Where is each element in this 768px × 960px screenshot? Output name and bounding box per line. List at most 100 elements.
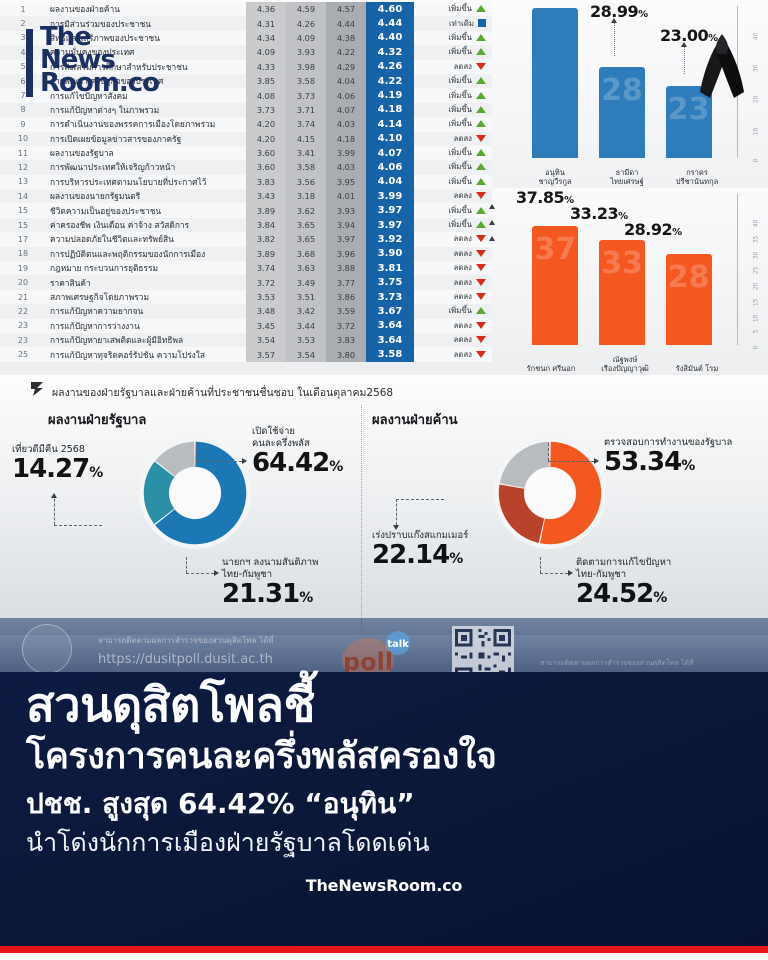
cell-current-value: 3.97 xyxy=(366,203,414,218)
cell-trend: ลดลง xyxy=(414,347,492,361)
poll-talk-logo-icon: talk poll xyxy=(342,631,410,682)
trend-up-icon xyxy=(476,307,486,315)
value-leader-line xyxy=(684,44,685,74)
cell-trend: เพิ่มขึ้น xyxy=(414,203,492,217)
category-label-line: ไทยเศรษฐ์ xyxy=(610,177,644,186)
opp-y-axis xyxy=(737,194,738,345)
value-arrow-icon xyxy=(681,42,687,47)
cell-value-2: 3.63 xyxy=(286,261,326,276)
trend-label: ลดลง xyxy=(453,292,472,301)
bar-ghost-number: 33 xyxy=(601,246,643,282)
cell-value-3: 4.03 xyxy=(326,117,366,132)
cell-value-3: 3.97 xyxy=(326,232,366,247)
cell-value-2: 3.65 xyxy=(286,232,326,247)
top-section: 1 ผลงานของฝ่ายค้าน 4.36 4.59 4.57 4.60 เพิ่มขึ… xyxy=(0,0,768,375)
cell-trend: เพิ่มขึ้น xyxy=(414,88,492,102)
cell-value-1: 4.20 xyxy=(246,117,286,132)
cell-value-1: 3.54 xyxy=(246,332,286,348)
opp-left-label: เร่งปราบแก๊งสแกมเมอร์ 22.14% xyxy=(372,530,468,573)
y-tick-20: 20 xyxy=(752,95,760,104)
cell-trend: ลดลง xyxy=(414,319,492,333)
value-label-0: 37.85% xyxy=(516,188,574,207)
y-tick-40: 40 xyxy=(752,32,760,41)
cell-current-value: 4.22 xyxy=(366,73,414,89)
cell-value-2: 3.41 xyxy=(286,145,326,161)
cell-current-value: 3.92 xyxy=(366,232,414,247)
cell-value-2: 3.62 xyxy=(286,203,326,218)
cell-current-value: 3.64 xyxy=(366,318,414,333)
bar-fill xyxy=(532,8,579,158)
cell-rank: 21 xyxy=(17,292,29,302)
donut-slice-0 xyxy=(540,441,602,545)
cell-rank: 3 xyxy=(20,33,26,43)
cell-current-value: 4.04 xyxy=(366,174,414,190)
trend-up-icon xyxy=(476,206,486,214)
gov-main-label-line2: คนละครึ่งพลัส xyxy=(252,438,310,449)
trend-up-icon xyxy=(476,5,486,13)
cell-topic: สภาพเศรษฐกิจโดยภาพรวม xyxy=(50,292,149,302)
cell-value-1: 3.89 xyxy=(246,203,286,218)
value-number: 37.85 xyxy=(516,188,565,207)
cell-rank: 7 xyxy=(20,91,26,101)
trend-up-icon xyxy=(476,48,486,56)
cell-value-3: 3.96 xyxy=(326,246,366,262)
trend-down-icon xyxy=(476,192,486,200)
bar-2: 28 xyxy=(665,253,712,345)
cell-trend: ลดลง xyxy=(414,189,492,203)
gov-bottom-label: นายกฯ ลงนามสันติภาพ ไทย-กัมพูชา 21.31% xyxy=(222,557,318,612)
trend-label: เท่าเดิม xyxy=(448,18,474,28)
cell-value-1: 3.48 xyxy=(246,304,286,319)
cell-value-2: 3.58 xyxy=(286,73,326,89)
opp-left-label-text: เร่งปราบแก๊งสแกมเมอร์ xyxy=(372,530,469,541)
cell-topic: การปฏิบัติตนและพฤติกรรมของนักการเมือง xyxy=(50,248,206,259)
category-label-line: ปรีชานันทกุล xyxy=(675,177,719,186)
trend-label: ลดลง xyxy=(453,263,472,273)
opp-bottom-label: ติดตามการแก้ไขปัญหา ไทย-กัมพูชา 24.52% xyxy=(576,557,671,612)
source-url[interactable]: https://dusitpoll.dusit.ac.th xyxy=(98,652,273,667)
bar-ghost-number: 28 xyxy=(601,72,643,108)
cell-current-value: 4.10 xyxy=(366,131,414,146)
headline-banner: สวนดุสิตโพลชี้ โครงการคนละครึ่งพลัสครองใ… xyxy=(0,672,768,953)
value-arrow-icon xyxy=(489,236,495,241)
trend-down-icon xyxy=(476,62,486,70)
table-row: 1 ผลงานของฝ่ายค้าน 4.36 4.59 4.57 4.60 เพิ่มขึ… xyxy=(0,2,492,17)
gov-chart-plot: 28 23 xyxy=(522,6,722,158)
cell-rank: 15 xyxy=(17,206,29,216)
cell-topic: การแก้ปัญหาทุจริตคอร์รัปชัน ความโปร่งใส xyxy=(50,349,205,360)
cell-current-value: 4.07 xyxy=(366,145,414,161)
trend-down-icon xyxy=(476,134,486,142)
table-row: 11 ผลงานของรัฐบาล 3.60 3.41 3.99 4.07 เพิ่มขึ้… xyxy=(0,145,492,161)
cell-trend: ลดลง xyxy=(414,290,492,304)
bar-ghost-number: 28 xyxy=(667,259,710,295)
cell-current-value: 3.75 xyxy=(366,275,414,290)
cell-rank: 5 xyxy=(20,62,26,72)
cell-value-2: 3.49 xyxy=(286,275,326,290)
cell-value-2: 3.98 xyxy=(286,59,326,74)
trend-up-icon xyxy=(476,91,486,99)
cell-trend: ลดลง xyxy=(414,261,492,275)
cell-value-3: 4.29 xyxy=(326,59,366,74)
trend-label: เพิ่มขึ้น xyxy=(448,90,472,100)
cell-trend: ลดลง xyxy=(414,60,492,74)
cell-value-2: 3.54 xyxy=(286,347,326,362)
category-label-2: รังสิมันต์ โรม xyxy=(660,364,734,373)
opp-left-value: 22.14% xyxy=(372,540,463,570)
cell-rank: 17 xyxy=(17,234,29,244)
cell-value-2: 3.74 xyxy=(286,117,326,132)
cell-rank: 20 xyxy=(17,278,29,288)
trend-label: ลดลง xyxy=(453,320,472,330)
cell-value-1: 3.45 xyxy=(246,318,286,333)
cell-value-3: 4.03 xyxy=(326,160,366,175)
cell-value-1: 3.89 xyxy=(246,246,286,262)
trend-label: ลดลง xyxy=(453,61,472,71)
opp-main-label: ตรวจสอบการทำงานของรัฐบาล 53.34% xyxy=(604,437,732,480)
cell-value-2: 4.15 xyxy=(286,131,326,146)
cell-value-1: 3.85 xyxy=(246,73,286,89)
table-row: 23 การแก้ปัญหาการว่างงาน 3.45 3.44 3.72 3.64 ล… xyxy=(0,318,492,333)
cell-rank: 19 xyxy=(17,263,29,273)
cell-value-1: 3.74 xyxy=(246,261,286,276)
table-row: 20 ราคาสินค้า 3.72 3.49 3.77 3.75 ลดลง xyxy=(0,275,492,290)
headline-line-4: นำโด่งนักการเมืองฝ่ายรัฐบาลโดดเด่น xyxy=(26,828,430,857)
trend-label: ลดลง xyxy=(453,248,472,258)
